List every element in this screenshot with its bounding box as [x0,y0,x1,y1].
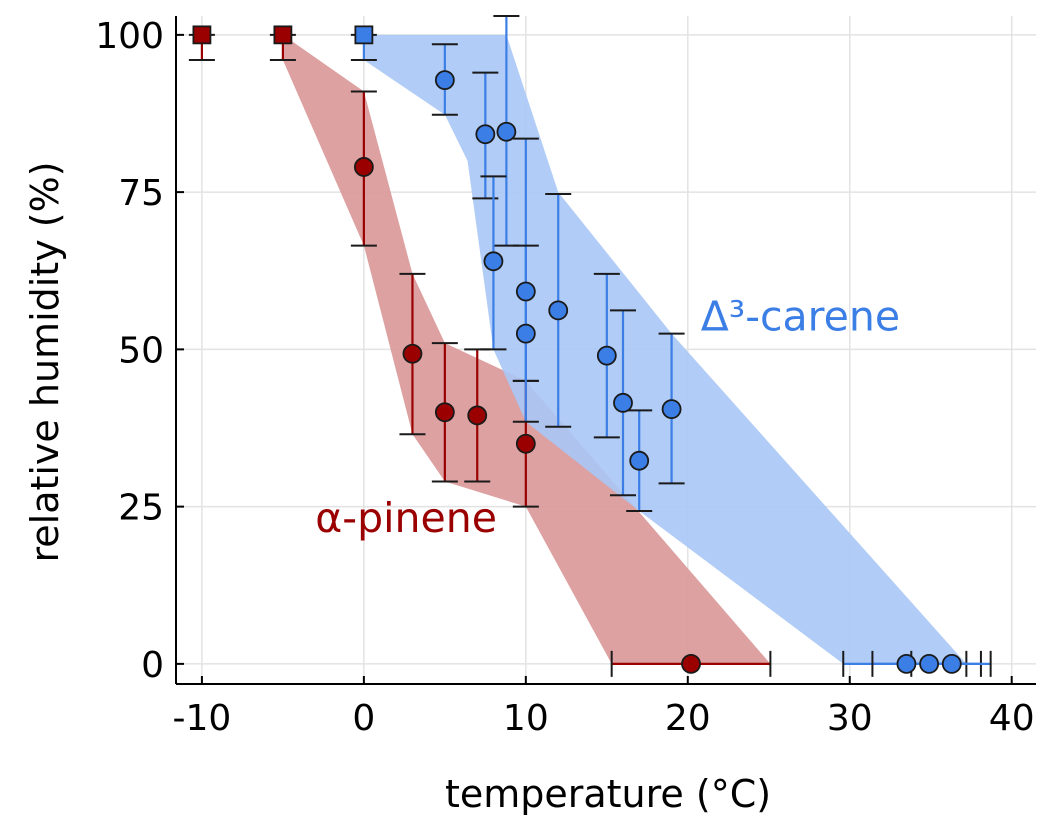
y-axis-title: relative humidity (%) [23,161,67,562]
carene-point [941,653,962,674]
y-tick-label: 75 [118,173,164,214]
alpha_pinene-point [681,653,701,674]
carene-point [496,121,517,142]
axes [175,16,1036,685]
x-tick-label: 0 [352,698,375,739]
carene-point [475,124,496,145]
carene-point [629,450,650,471]
alpha_pinene-point [402,343,423,364]
y-tick-label: 0 [141,645,164,686]
x-tick-label: 20 [665,698,711,739]
annotation-alpha-pinene: α-pinene [315,494,497,542]
carene-point [483,251,504,272]
alpha_pinene-point [434,402,455,423]
x-tick-label: -10 [173,698,232,739]
x-tick-label: 30 [827,698,873,739]
y-tick-label: 100 [95,16,164,57]
carene-point [515,281,536,302]
carene-point [613,392,633,413]
carene-point [919,653,940,674]
carene-point [434,70,455,91]
carene-point [548,300,569,321]
carene-point [515,323,536,344]
carene-point [661,399,682,420]
alpha_pinene-square-marker [192,25,212,45]
uncertainty-bands [282,34,967,664]
carene-square-marker [354,25,374,45]
carene-point [596,345,617,366]
alpha_pinene-point [515,433,536,454]
annotation-carene: Δ³-carene [701,293,900,341]
alpha_pinene-point [467,405,488,426]
x-axis-title: temperature (°C) [445,772,771,816]
alpha_pinene-band [282,34,771,664]
y-tick-label: 50 [118,330,164,371]
x-tick-label: 40 [989,698,1035,739]
carene-band [363,34,967,664]
alpha_pinene-square-marker [273,25,293,45]
y-tick-label: 25 [118,488,164,529]
data-points [192,25,962,674]
carene-point [896,653,917,674]
x-tick-label: 10 [503,698,549,739]
alpha_pinene-point [353,157,374,177]
